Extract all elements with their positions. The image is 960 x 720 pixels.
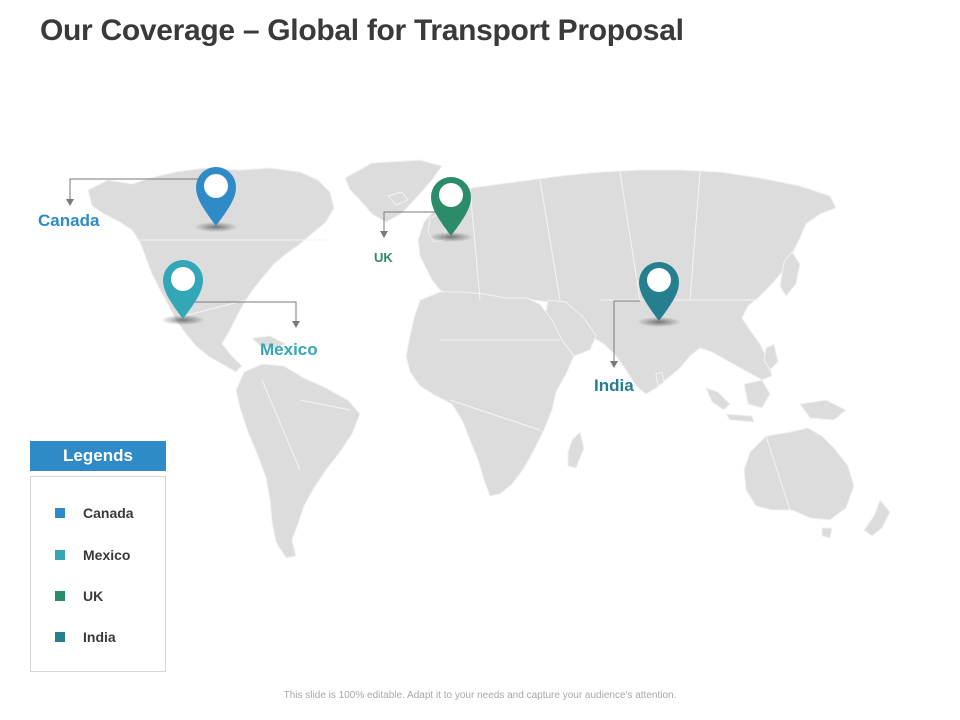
india-connector: [613, 300, 640, 362]
canada-label: Canada: [38, 211, 100, 230]
canada-pin-shadow: [194, 222, 238, 232]
iceland-shape: [387, 191, 409, 206]
uk-label: UK: [374, 250, 393, 265]
connector-lines: [69, 178, 640, 362]
legend-item-mexico: Mexico: [55, 547, 130, 563]
legend-swatch: [55, 632, 65, 642]
legend-swatch: [55, 550, 65, 560]
legend-item-uk: UK: [55, 588, 103, 604]
madagascar-shape: [567, 431, 585, 469]
border-lines: [140, 171, 791, 511]
canada-pin-icon: [196, 167, 236, 226]
srilanka-shape: [655, 371, 665, 387]
north-america-shape: [87, 167, 335, 373]
greenland-shape: [344, 159, 443, 223]
india-pin-icon: [639, 262, 679, 321]
legend-title: Legends: [30, 441, 166, 471]
india-pin-shadow: [637, 317, 681, 327]
footer-note: This slide is 100% editable. Adapt it to…: [283, 690, 677, 701]
canada-arrow: [66, 199, 74, 206]
mexico-pin-icon: [163, 260, 203, 319]
india-label: India: [594, 376, 634, 395]
japan-shape: [779, 251, 801, 297]
slide-title: Our Coverage – Global for Transport Prop…: [40, 14, 684, 47]
uk-pin-shadow: [429, 232, 473, 242]
connector-arrowheads: [66, 199, 618, 368]
legend-item-canada: Canada: [55, 505, 134, 521]
new-zealand-shape: [863, 499, 891, 537]
africa-shape: [405, 291, 575, 497]
uk-arrow: [380, 231, 388, 238]
landmass-group: [87, 159, 891, 559]
canada-connector: [69, 178, 200, 200]
borneo-shape: [743, 379, 771, 409]
uk-pin-icon: [431, 177, 471, 236]
java-shape: [725, 413, 755, 423]
legend-label: UK: [83, 588, 104, 604]
tasmania-shape: [821, 527, 833, 539]
new-guinea-shape: [799, 399, 847, 421]
legend-swatch: [55, 508, 65, 518]
legend-label: Mexico: [83, 547, 131, 563]
sumatra-shape: [705, 387, 731, 411]
caribbean-shape: [250, 335, 288, 349]
legend-box: Canada Mexico UK India: [30, 476, 166, 672]
uk-connector: [383, 211, 436, 232]
legend-label: India: [83, 629, 116, 645]
philippines-shape: [763, 343, 779, 371]
mexico-arrow: [292, 321, 300, 328]
legend-item-india: India: [55, 629, 116, 645]
india-arrow: [610, 361, 618, 368]
australia-shape: [743, 427, 855, 521]
mexico-pin-shadow: [161, 315, 205, 325]
legend-label: Canada: [83, 505, 134, 521]
legend-swatch: [55, 591, 65, 601]
south-america-shape: [235, 363, 361, 559]
mexico-label: Mexico: [260, 340, 318, 359]
mexico-connector: [190, 301, 297, 322]
